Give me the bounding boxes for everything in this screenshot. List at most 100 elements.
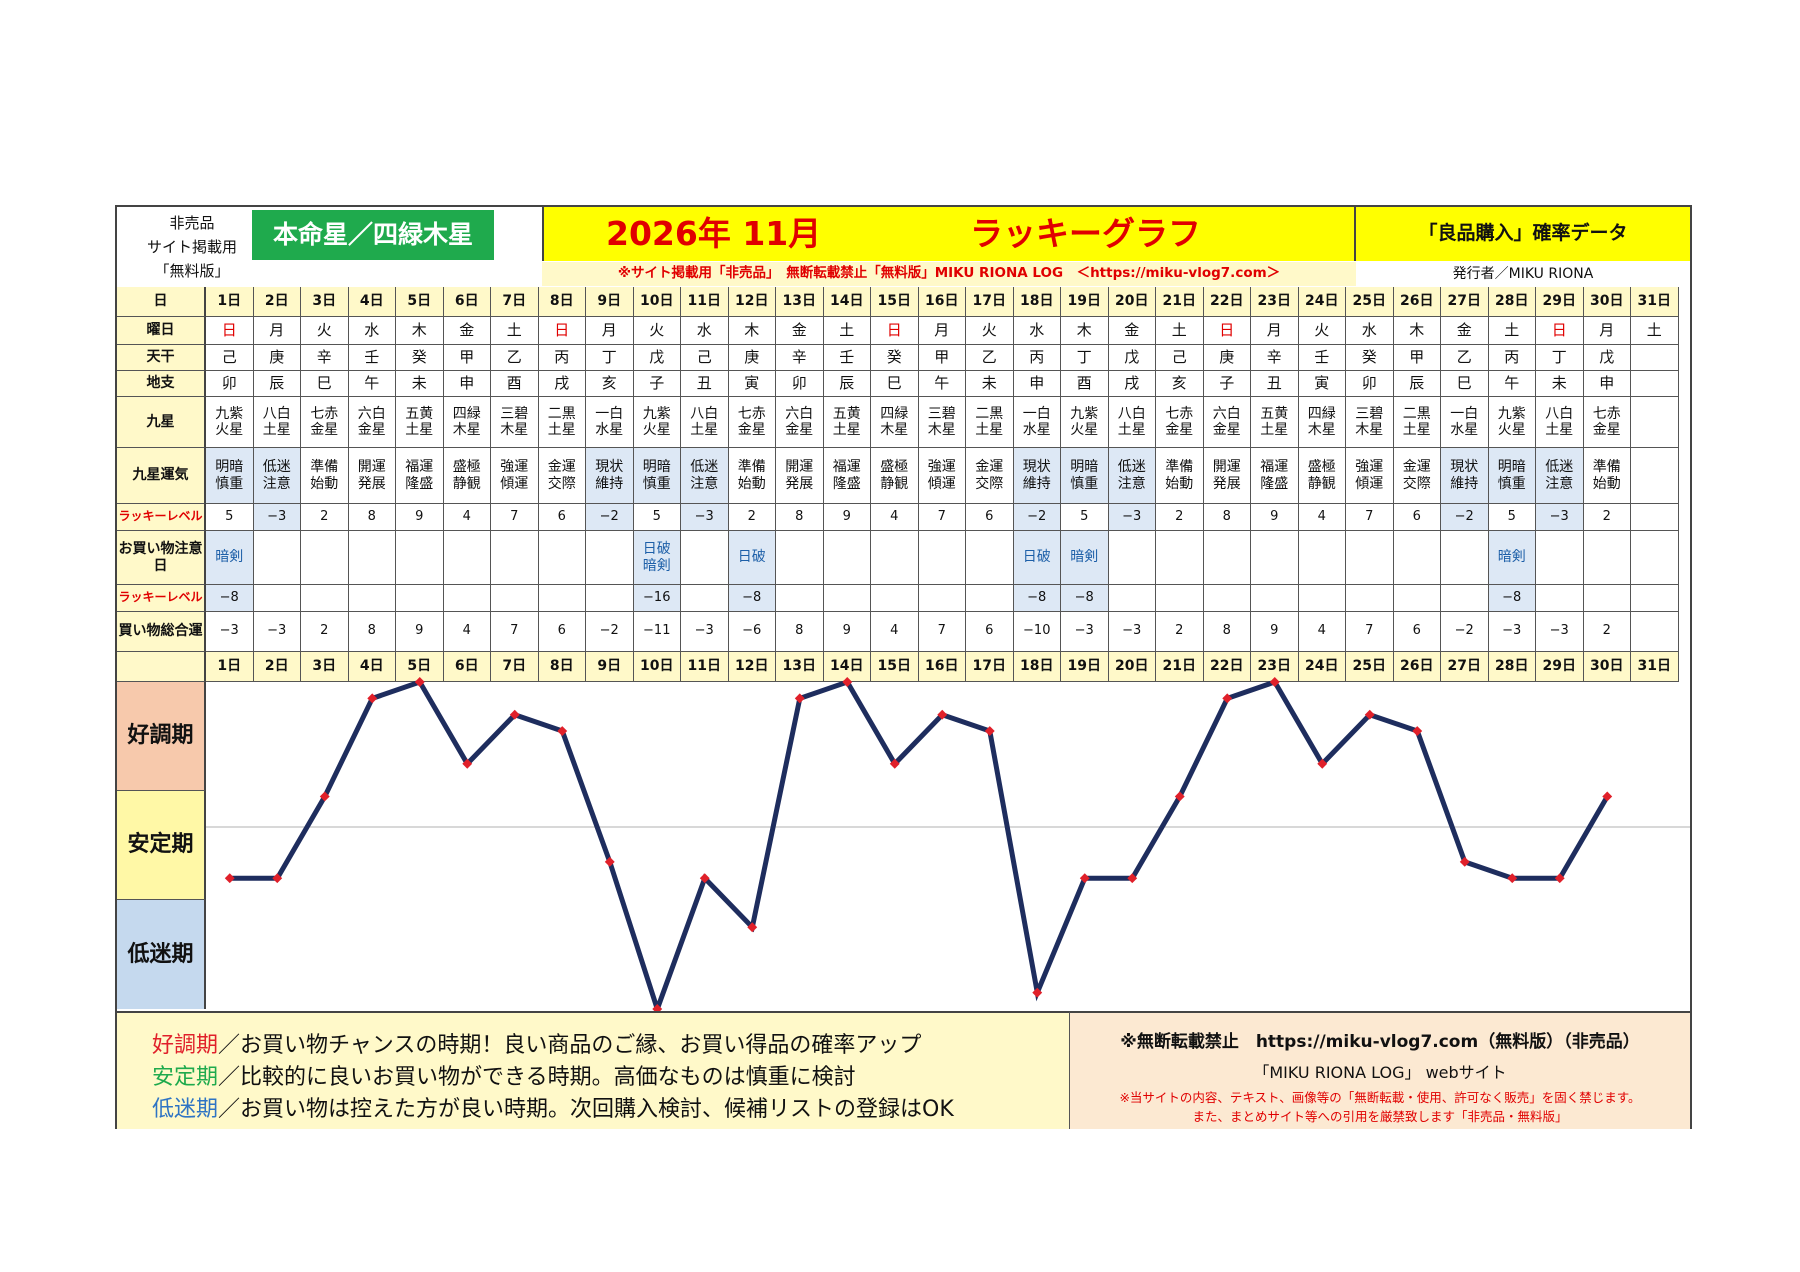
caution-cell: 日破 <box>728 531 776 585</box>
unki-cell: 金運 交際 <box>1393 448 1441 504</box>
chishi-value: 亥 <box>1171 373 1187 392</box>
caution-cell <box>1631 531 1679 585</box>
unki-value: 福運 隆盛 <box>405 459 434 492</box>
caution-cell: 暗剣 <box>206 531 254 585</box>
total-value: 9 <box>842 623 851 639</box>
lucky-level-cell: −3 <box>681 504 729 531</box>
days-cell: 31日 <box>1631 287 1679 317</box>
kyusei-value: 九紫 火星 <box>1497 405 1526 438</box>
unki-value: 明暗 慎重 <box>642 459 671 492</box>
nonsale-line-2: サイト掲載用 <box>146 238 237 256</box>
days-value: 19日 <box>1067 293 1101 310</box>
subtitle-box: 「良品購入」確率データ <box>1356 207 1690 261</box>
kyusei-value: 八白 土星 <box>262 405 291 438</box>
kyusei-value: 三碧 木星 <box>927 405 956 438</box>
days-value: 13日 <box>782 293 816 310</box>
data-point-8日 <box>557 726 568 736</box>
kyusei-value: 二黒 土星 <box>547 405 576 438</box>
lucky-level2-cell: −8 <box>1013 585 1061 612</box>
total-cell: 6 <box>1393 612 1441 652</box>
tenkan-value: 庚 <box>269 347 285 366</box>
days-value: 11日 <box>687 293 721 310</box>
footer-line-3: ※当サイトの内容、テキスト、画像等の「無断転載・使用、許可なく販売」を固く禁じま… <box>1070 1087 1690 1106</box>
chishi-cell: 戌 <box>1108 371 1156 397</box>
weekdays-value: 土 <box>839 320 855 339</box>
unki-cell: 現状 維持 <box>1441 448 1489 504</box>
days-cell: 15日 <box>871 287 919 317</box>
weekdays-value: 月 <box>269 320 285 339</box>
days-value: 27日 <box>1447 658 1481 675</box>
weekdays-value: 土 <box>1171 320 1187 339</box>
chishi-cell: 丑 <box>681 371 729 397</box>
chishi-value: 卯 <box>1361 373 1377 392</box>
data-point-22日 <box>1222 693 1233 704</box>
total-cell: −3 <box>1061 612 1109 652</box>
chishi-value: 未 <box>981 373 997 392</box>
days-value: 8日 <box>549 658 574 675</box>
honmei-label: 本命星／四緑木星 <box>272 219 473 249</box>
lucky-level-value: 9 <box>415 508 424 524</box>
lucky-level2-cell <box>1298 585 1346 612</box>
total-value: 6 <box>985 623 994 639</box>
kyusei-cell: 四緑 木星 <box>1298 397 1346 448</box>
total-value: −3 <box>219 623 239 639</box>
total-value: 9 <box>415 623 424 639</box>
weekdays-cell: 金 <box>1441 317 1489 345</box>
lucky-level2-cell <box>586 585 634 612</box>
chishi-cell: 申 <box>1583 371 1631 397</box>
days-value: 9日 <box>597 293 622 310</box>
weekdays-cell: 水 <box>681 317 729 345</box>
kyusei-value: 九紫 火星 <box>642 405 671 438</box>
kyusei-cell: 三碧 木星 <box>918 397 966 448</box>
row-label-total: 買い物総合運 <box>117 612 206 652</box>
data-point-4日 <box>367 693 378 704</box>
days-value: 3日 <box>312 658 337 675</box>
lucky-level-value: 8 <box>1222 508 1231 524</box>
tenkan-cell: 甲 <box>443 345 491 371</box>
weekdays-value: 木 <box>744 320 760 339</box>
weekdays-cell: 火 <box>1298 317 1346 345</box>
weekdays-cell: 月 <box>918 317 966 345</box>
chishi-cell: 亥 <box>586 371 634 397</box>
unki-value: 強運 傾運 <box>1355 459 1384 492</box>
unki-cell: 準備 始動 <box>301 448 349 504</box>
weekdays-value: 火 <box>649 320 665 339</box>
unki-cell: 金運 交際 <box>538 448 586 504</box>
lucky-level-cell: 5 <box>1061 504 1109 531</box>
lucky-level2-cell <box>1251 585 1299 612</box>
total-cell: 2 <box>1583 612 1631 652</box>
nonsale-line-3: 「無料版」 <box>154 262 230 280</box>
chishi-cell: 午 <box>918 371 966 397</box>
tenkan-cell: 乙 <box>966 345 1014 371</box>
kyusei-value: 五黄 土星 <box>405 405 434 438</box>
lucky-level2-cell <box>681 585 729 612</box>
footer-line-2: 「MIKU RIONA LOG」 webサイト <box>1070 1059 1690 1083</box>
total-value: 6 <box>557 623 566 639</box>
tenkan-value: 甲 <box>934 347 950 366</box>
weekdays-value: 水 <box>696 320 712 339</box>
legend-low: 低迷期／お買い物は控えた方が良い時期。次回購入検討、候補リストの登録はOK <box>152 1091 954 1123</box>
days-cell: 7日 <box>491 652 539 682</box>
days-cell: 29日 <box>1536 287 1584 317</box>
total-cell: 7 <box>491 612 539 652</box>
tenkan-value: 丙 <box>1029 347 1045 366</box>
kyusei-cell: 四緑 木星 <box>443 397 491 448</box>
lucky-level2-value: −8 <box>219 589 239 605</box>
caution-cell <box>871 531 919 585</box>
caution-value: 暗剣 <box>1497 549 1526 566</box>
chishi-value: 子 <box>1219 373 1235 392</box>
footer-line-1: ※無断転載禁止 https://miku-vlog7.com（無料版）（非売品） <box>1070 1027 1690 1052</box>
weekdays-value: 火 <box>1314 320 1330 339</box>
chishi-cell: 未 <box>966 371 1014 397</box>
unki-value: 金運 交際 <box>547 459 576 492</box>
lucky-level-value: −2 <box>1454 508 1474 524</box>
total-cell: 8 <box>348 612 396 652</box>
days-value: 1日 <box>217 658 242 675</box>
caution-cell <box>301 531 349 585</box>
tenkan-cell: 癸 <box>1346 345 1394 371</box>
chishi-cell: 卯 <box>1346 371 1394 397</box>
caution-cell <box>918 531 966 585</box>
chishi-cell: 酉 <box>1061 371 1109 397</box>
lucky-level-value: 7 <box>937 508 946 524</box>
band-good: 好調期 <box>117 682 206 791</box>
